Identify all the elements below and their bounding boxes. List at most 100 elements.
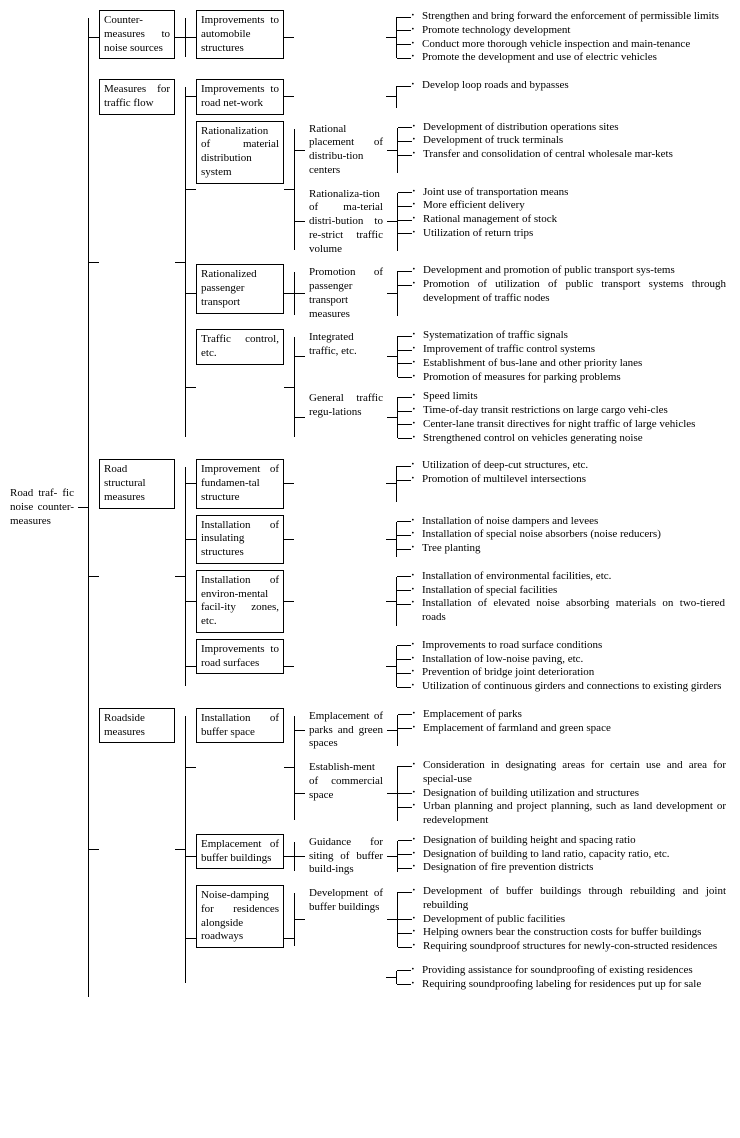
level2-box: Improvement of fundamen-tal structure xyxy=(196,459,284,508)
leaf-text: Designation of building utilization and … xyxy=(416,787,726,801)
leaf-item: Utilization of return trips xyxy=(398,227,568,241)
level1-box: Road structural measures xyxy=(99,459,175,508)
leaf-text: Strengthened control on vehicles generat… xyxy=(416,432,695,446)
level2-box: Emplacement of buffer buildings xyxy=(196,834,284,870)
leaf-item: Promote the development and use of elect… xyxy=(397,51,719,65)
leaf-item: Installation of elevated noise absorbing… xyxy=(397,597,725,625)
leaf-text: Installation of noise dampers and levees xyxy=(415,515,661,529)
sub-label: Rationaliza-tion of ma-terial distri-but… xyxy=(305,186,387,259)
leaf-item: Designation of building height and spaci… xyxy=(398,834,670,848)
level1-box: Counter-measures to noise sources xyxy=(99,10,175,59)
leaf-item: Emplacement of parks xyxy=(398,708,611,722)
leaf-text: Designation of building to land ratio, c… xyxy=(416,848,670,862)
sub-label: Guidance for siting of buffer build-ings xyxy=(305,834,387,879)
leaf-item: Requiring soundproofing labeling for res… xyxy=(397,978,701,992)
level2-box: Noise-damping for residences alongside r… xyxy=(196,885,284,948)
leaf-text: Installation of special facilities xyxy=(415,584,725,598)
leaf-item: Promote technology development xyxy=(397,24,719,38)
leaf-text: Promote the development and use of elect… xyxy=(415,51,719,65)
leaf-item: Conduct more thorough vehicle inspection… xyxy=(397,38,719,52)
leaf-text: Strengthen and bring forward the enforce… xyxy=(415,10,719,24)
leaf-text: Develop loop roads and bypasses xyxy=(415,79,569,93)
leaf-text: Consideration in designating areas for c… xyxy=(416,759,726,787)
root-label: Road traf- fic noise counter-measures xyxy=(10,487,78,528)
leaf-item: Transfer and consolidation of central wh… xyxy=(398,148,673,162)
level2-box: Rationalization of material distribution… xyxy=(196,121,284,184)
level2-box: Installation of buffer space xyxy=(196,708,284,744)
leaf-item: Designation of fire prevention districts xyxy=(398,861,670,875)
leaf-item: Helping owners bear the construction cos… xyxy=(398,926,726,940)
leaf-item: Installation of special noise absorbers … xyxy=(397,528,661,542)
leaf-text: Utilization of continuous girders and co… xyxy=(415,680,721,694)
level2-box: Improvements to road net-work xyxy=(196,79,284,115)
leaf-item: Develop loop roads and bypasses xyxy=(397,79,569,93)
level1-container: Counter-measures to noise sources Improve… xyxy=(88,10,726,1005)
leaf-item: Installation of low-noise paving, etc. xyxy=(397,653,721,667)
leaf-text: Promote technology development xyxy=(415,24,719,38)
leaf-text: Promotion of utilization of public trans… xyxy=(416,278,726,306)
level2-box: Improvements to automobile structures xyxy=(196,10,284,59)
leaf-item: Establishment of bus-lane and other prio… xyxy=(398,357,642,371)
sub-label: Development of buffer buildings xyxy=(305,885,387,917)
leaf-item: Designation of building utilization and … xyxy=(398,787,726,801)
leaf-text: Installation of environmental facilities… xyxy=(415,570,725,584)
leaf-text: Designation of fire prevention districts xyxy=(416,861,670,875)
leaf-item: Installation of environmental facilities… xyxy=(397,570,725,584)
leaf-item: Speed limits xyxy=(398,390,695,404)
sub-label: Promotion of passenger transport measure… xyxy=(305,264,387,323)
leaf-text: More efficient delivery xyxy=(416,199,568,213)
tree-diagram: Road traf- fic noise counter-measures Co… xyxy=(10,10,730,1005)
leaf-text: Development of truck terminals xyxy=(416,134,673,148)
leaf-text: Utilization of return trips xyxy=(416,227,568,241)
sub-label: Emplacement of parks and green spaces xyxy=(305,708,387,753)
leaf-text: Emplacement of parks xyxy=(416,708,611,722)
leaf-text: Utilization of deep-cut structures, etc. xyxy=(415,459,588,473)
leaf-text: Providing assistance for soundproofing o… xyxy=(415,964,701,978)
level2-box: Installation of environ-mental facil-ity… xyxy=(196,570,284,633)
leaf-text: Emplacement of farmland and green space xyxy=(416,722,611,736)
leaf-item: Providing assistance for soundproofing o… xyxy=(397,964,701,978)
leaf-text: Systematization of traffic signals xyxy=(416,329,642,343)
leaf-item: Development and promotion of public tran… xyxy=(398,264,726,278)
leaf-text: Joint use of transportation means xyxy=(416,186,568,200)
leaf-item: Consideration in designating areas for c… xyxy=(398,759,726,787)
leaf-item: Promotion of utilization of public trans… xyxy=(398,278,726,306)
root-node: Road traf- fic noise counter-measures xyxy=(10,10,78,1005)
sub-label: General traffic regu-lations xyxy=(305,390,387,422)
leaf-item: Promotion of multilevel intersections xyxy=(397,473,588,487)
leaf-item: Designation of building to land ratio, c… xyxy=(398,848,670,862)
sub-label: Establish-ment of commercial space xyxy=(305,759,387,804)
level2-box: Rationalized passenger transport xyxy=(196,264,284,313)
leaf-item: Improvement of traffic control systems xyxy=(398,343,642,357)
leaf-text: Requiring soundproof structures for newl… xyxy=(416,940,726,954)
level1-box: Roadside measures xyxy=(99,708,175,744)
leaf-text: Improvement of traffic control systems xyxy=(416,343,642,357)
leaf-item: Development of buffer buildings through … xyxy=(398,885,726,913)
leaf-text: Helping owners bear the construction cos… xyxy=(416,926,726,940)
leaf-item: Joint use of transportation means xyxy=(398,186,568,200)
leaf-item: Urban planning and project planning, suc… xyxy=(398,800,726,828)
leaf-text: Establishment of bus-lane and other prio… xyxy=(416,357,642,371)
leaf-item: Emplacement of farmland and green space xyxy=(398,722,611,736)
leaf-item: Time-of-day transit restrictions on larg… xyxy=(398,404,695,418)
leaf-item: Utilization of deep-cut structures, etc. xyxy=(397,459,588,473)
leaf-item: Strengthened control on vehicles generat… xyxy=(398,432,695,446)
leaf-item: Development of truck terminals xyxy=(398,134,673,148)
leaf-item: Rational management of stock xyxy=(398,213,568,227)
level2-box: Installation of insulating structures xyxy=(196,515,284,564)
leaf-text: Designation of building height and spaci… xyxy=(416,834,670,848)
leaf-item: Center-lane transit directives for night… xyxy=(398,418,695,432)
leaf-item: Development of public facilities xyxy=(398,913,726,927)
leaf-item: Systematization of traffic signals xyxy=(398,329,642,343)
level1-box: Measures for traffic flow xyxy=(99,79,175,115)
leaf-text: Installation of elevated noise absorbing… xyxy=(415,597,725,625)
leaf-text: Prevention of bridge joint deterioration xyxy=(415,666,721,680)
leaf-text: Transfer and consolidation of central wh… xyxy=(416,148,673,162)
leaf-item: Strengthen and bring forward the enforce… xyxy=(397,10,719,24)
leaf-text: Improvements to road surface conditions xyxy=(415,639,721,653)
leaf-text: Development and promotion of public tran… xyxy=(416,264,726,278)
leaf-text: Speed limits xyxy=(416,390,695,404)
leaf-text: Urban planning and project planning, suc… xyxy=(416,800,726,828)
leaf-text: Promotion of multilevel intersections xyxy=(415,473,588,487)
leaf-item: Utilization of continuous girders and co… xyxy=(397,680,721,694)
